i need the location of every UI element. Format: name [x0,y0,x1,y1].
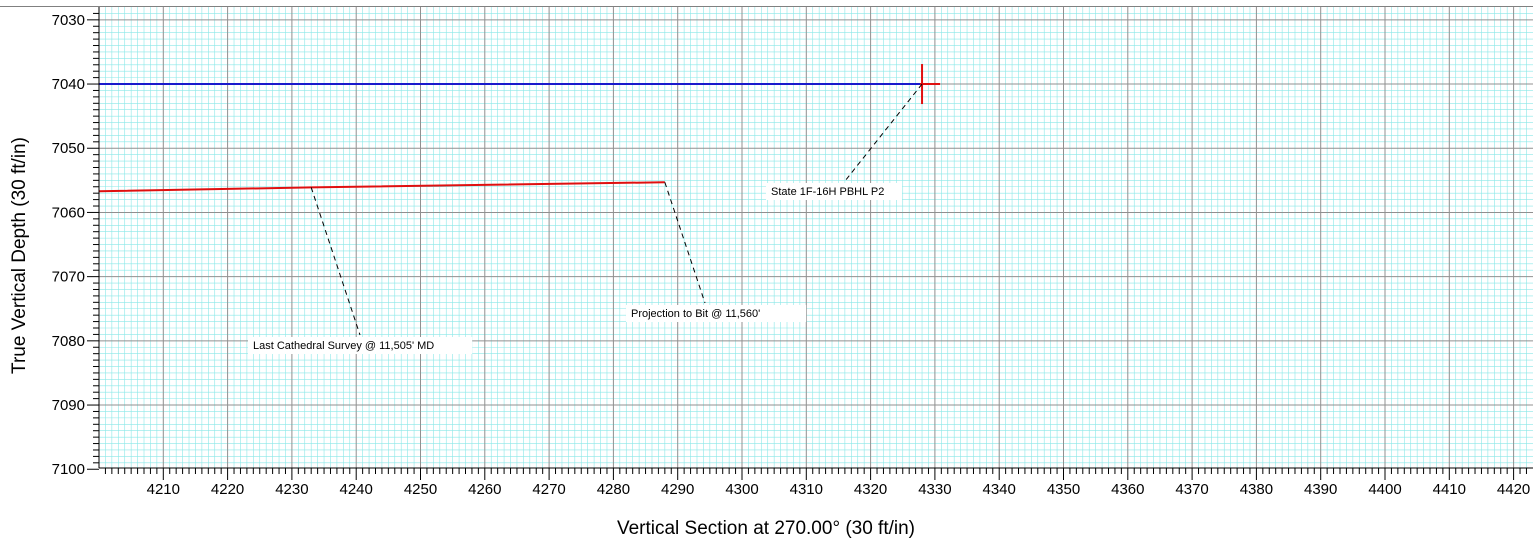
annotation-last-survey-label: Last Cathedral Survey @ 11,505' MD [253,340,434,352]
axes [87,7,1533,480]
x-tick-label: 4270 [532,481,565,498]
x-tick-label: 4360 [1111,481,1144,498]
plot-frame-top [0,6,1533,7]
y-axis-title: True Vertical Depth (30 ft/in) [9,137,30,374]
x-tick-label: 4220 [211,481,244,498]
x-tick-label: 4390 [1304,481,1337,498]
x-tick-label: 4350 [1047,481,1080,498]
x-tick-label: 4330 [918,481,951,498]
x-tick-label: 4260 [468,481,501,498]
tick-labels: 4210 4220 4230 4240 4250 4260 4270 4280 4290 4300… [52,12,1531,498]
y-tick-label: 7080 [52,333,85,350]
y-tick-label: 7070 [52,269,85,286]
annotation-leaders [310,83,923,336]
annotations: Last Cathedral Survey @ 11,505' MD Proje… [248,183,902,354]
x-tick-label: 4250 [404,481,437,498]
x-tick-label: 4210 [147,481,180,498]
annotation-pbhl: State 1F-16H PBHL P2 [766,183,902,200]
x-tick-label: 4280 [597,481,630,498]
annotation-projection: Projection to Bit @ 11,560' [626,305,807,322]
y-tick-label: 7050 [52,140,85,157]
annotation-leader [310,187,361,336]
y-tick-label: 7060 [52,204,85,221]
x-tick-label: 4340 [983,481,1016,498]
annotation-last-survey: Last Cathedral Survey @ 11,505' MD [248,337,473,354]
x-tick-label: 4290 [661,481,694,498]
annotation-projection-label: Projection to Bit @ 11,560' [631,308,760,320]
annotation-leader [664,182,706,304]
y-tick-label: 7030 [52,12,85,29]
annotation-box [248,337,473,354]
annotation-box [766,183,902,200]
x-tick-label: 4380 [1240,481,1273,498]
x-axis-title: Vertical Section at 270.00° (30 ft/in) [617,518,915,539]
annotation-pbhl-label: State 1F-16H PBHL P2 [771,186,884,198]
x-tick-label: 4310 [790,481,823,498]
x-tick-label: 4370 [1175,481,1208,498]
annotation-box [626,305,807,322]
y-tick-label: 7090 [52,397,85,414]
x-tick-label: 4300 [725,481,758,498]
annotation-leader [844,83,923,182]
x-tick-label: 4240 [340,481,373,498]
x-tick-label: 4420 [1497,481,1530,498]
x-tick-label: 4320 [854,481,887,498]
x-tick-label: 4410 [1433,481,1466,498]
x-tick-label: 4400 [1368,481,1401,498]
y-tick-label: 7040 [52,76,85,93]
x-tick-label: 4230 [275,481,308,498]
y-tick-label: 7100 [52,461,85,478]
